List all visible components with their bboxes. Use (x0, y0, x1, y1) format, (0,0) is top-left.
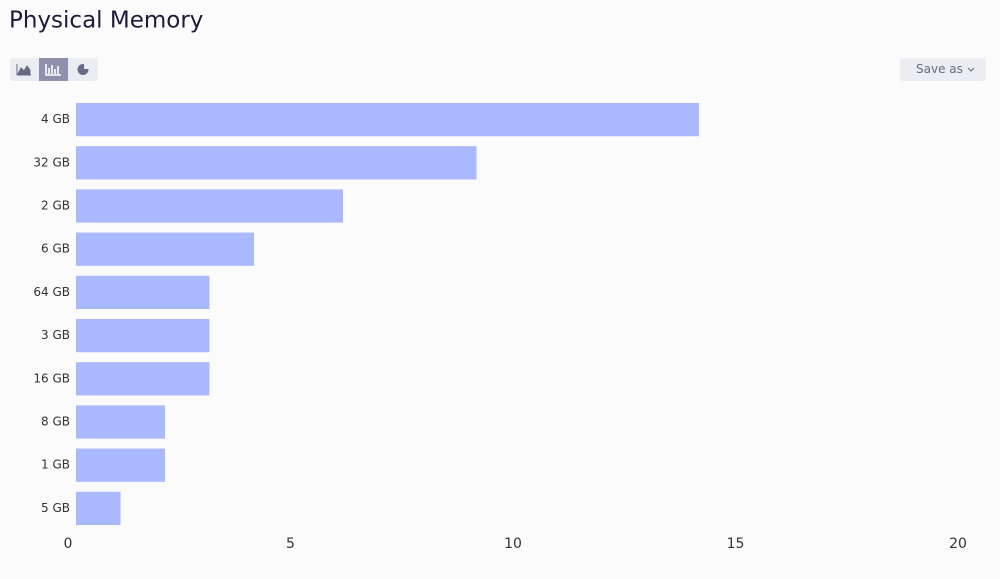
save-as-label: Save as (916, 62, 963, 76)
pie-view-button[interactable] (77, 63, 91, 75)
toolbar: Save as (10, 58, 986, 81)
x-tick-label: 0 (64, 536, 73, 552)
y-tick-label: 5 GB (41, 501, 70, 515)
y-tick-label: 6 GB (41, 242, 70, 256)
x-tick-label: 15 (727, 536, 745, 552)
bar (76, 275, 210, 310)
save-as-button[interactable]: Save as (900, 58, 986, 81)
bar (76, 362, 210, 396)
bar (76, 405, 165, 439)
y-tick-label: 8 GB (41, 415, 70, 429)
y-tick-label: 2 GB (41, 199, 70, 213)
y-tick-label: 32 GB (33, 155, 70, 169)
y-tick-label: 64 GB (33, 285, 70, 299)
x-tick-label: 10 (504, 536, 522, 552)
area-view-button[interactable] (16, 64, 31, 76)
bar (76, 318, 210, 353)
x-tick-label: 20 (949, 536, 967, 552)
x-tick-label: 5 (286, 536, 295, 552)
y-tick-label: 16 GB (33, 371, 70, 385)
y-tick-label: 3 GB (41, 328, 70, 342)
y-tick-label: 1 GB (41, 458, 70, 472)
bar (76, 146, 477, 180)
bar (76, 189, 343, 223)
bar (76, 232, 254, 266)
bar (76, 448, 165, 482)
bar (76, 491, 121, 526)
y-tick-label: 4 GB (41, 112, 70, 126)
chart-title: Physical Memory (9, 8, 203, 34)
bar-view-button[interactable] (39, 58, 68, 81)
bar (76, 102, 699, 137)
